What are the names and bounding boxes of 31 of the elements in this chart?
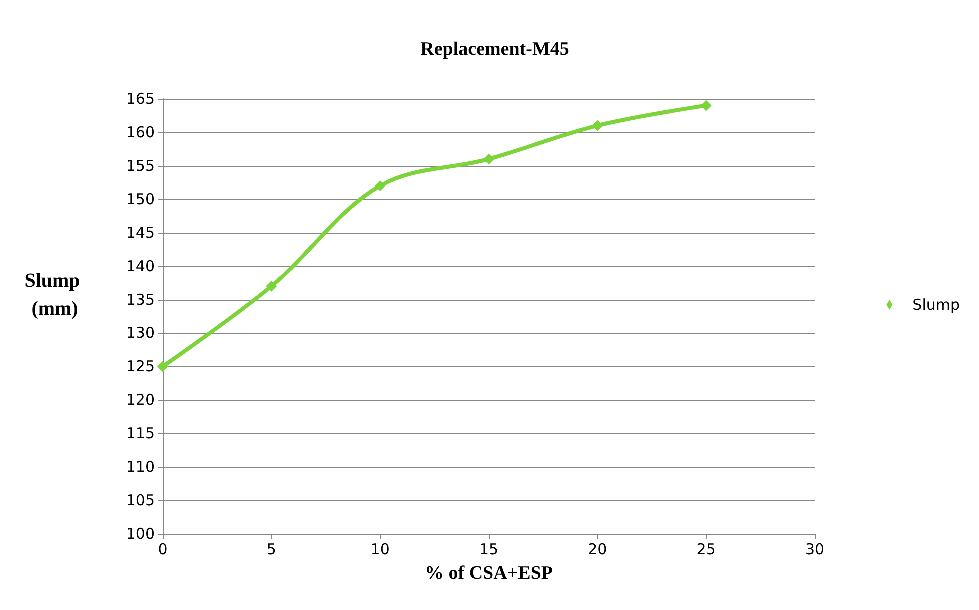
y-tick-label: 130 [126,324,155,342]
y-tick-label: 150 [126,190,155,208]
y-tick-label: 160 [126,123,155,142]
y-tick-label: 100 [126,525,155,543]
x-tick-label: 5 [266,540,276,558]
point [374,180,386,192]
y-tick-label: 105 [126,492,155,510]
x-tick-label: 30 [805,540,825,558]
y-axis-title: Slump (mm) [24,270,86,320]
point [158,361,168,372]
y-tick-label: 125 [126,358,155,376]
chart-title: Replacement-M45 [420,39,570,60]
y-tick-label: 120 [126,391,155,410]
x-axis-title: % of CSA+ESP [424,563,554,584]
y-tick-label: 110 [126,458,155,476]
y-tick-label: 165 [126,90,155,108]
point [592,120,604,132]
x-tick-label: 20 [588,540,608,558]
legend-label: Slump [912,296,960,314]
x-tick-label: 10 [370,540,390,558]
y-tick-label: 115 [126,424,155,443]
point [700,100,712,112]
x-tick-label: 25 [696,540,716,558]
y-tick-label: 145 [126,224,155,242]
point [266,280,278,292]
x-tick-label: 0 [158,540,168,558]
y-tick-label: 140 [126,257,155,276]
point [484,154,494,165]
y-tick-label: 155 [126,156,155,175]
x-tick-label: 15 [479,540,499,558]
y-tick-label: 135 [126,290,155,309]
